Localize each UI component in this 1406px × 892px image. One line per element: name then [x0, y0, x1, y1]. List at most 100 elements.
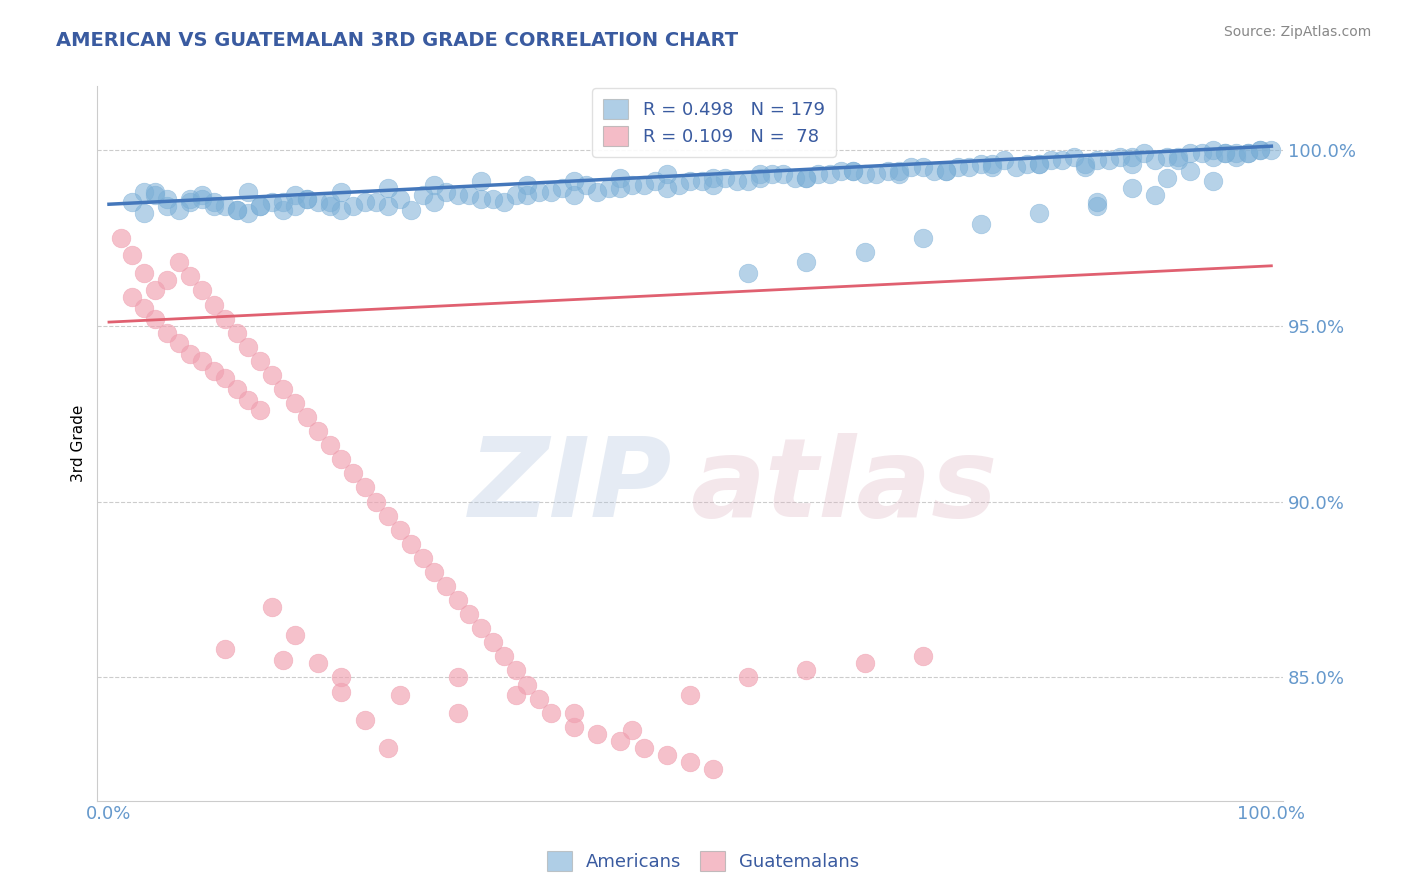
Point [889, 163, 911, 178]
Point [156, 199, 179, 213]
Point [527, 185, 550, 199]
Point [562, 174, 585, 188]
Point [1213, 146, 1236, 161]
Point [145, 311, 167, 326]
Point [249, 199, 271, 213]
Point [796, 664, 818, 678]
Point [1144, 188, 1167, 202]
Point [377, 181, 399, 195]
Point [993, 153, 1015, 168]
Point [1225, 150, 1247, 164]
Point [295, 192, 318, 206]
Text: atlas: atlas [690, 433, 997, 540]
Point [481, 192, 503, 206]
Point [470, 192, 492, 206]
Legend: R = 0.498   N = 179, R = 0.109   N =  78: R = 0.498 N = 179, R = 0.109 N = 78 [592, 88, 835, 157]
Point [783, 170, 806, 185]
Point [679, 174, 702, 188]
Point [225, 326, 247, 340]
Point [818, 167, 841, 181]
Point [1202, 150, 1225, 164]
Point [202, 364, 225, 378]
Point [702, 178, 724, 192]
Point [342, 199, 364, 213]
Point [668, 178, 690, 192]
Point [377, 199, 399, 213]
Point [412, 188, 434, 202]
Point [307, 657, 329, 671]
Point [353, 195, 375, 210]
Point [494, 195, 516, 210]
Point [621, 723, 644, 738]
Point [562, 188, 585, 202]
Point [714, 170, 737, 185]
Point [853, 244, 876, 259]
Point [1191, 146, 1213, 161]
Point [609, 733, 631, 747]
Point [598, 181, 620, 195]
Point [737, 266, 759, 280]
Point [284, 199, 307, 213]
Point [1109, 150, 1132, 164]
Point [167, 336, 190, 351]
Point [260, 600, 283, 615]
Point [202, 297, 225, 311]
Point [842, 163, 865, 178]
Point [225, 382, 247, 396]
Point [725, 174, 748, 188]
Point [540, 706, 562, 720]
Text: Source: ZipAtlas.com: Source: ZipAtlas.com [1223, 25, 1371, 39]
Point [179, 195, 201, 210]
Point [1132, 146, 1154, 161]
Point [330, 202, 353, 217]
Point [562, 720, 585, 734]
Point [191, 284, 214, 298]
Point [353, 480, 375, 494]
Point [167, 255, 190, 269]
Point [330, 185, 353, 199]
Point [957, 161, 980, 175]
Point [1237, 146, 1260, 161]
Point [1237, 146, 1260, 161]
Point [737, 670, 759, 684]
Point [1063, 150, 1085, 164]
Text: ZIP: ZIP [468, 433, 672, 540]
Point [655, 167, 678, 181]
Point [633, 178, 655, 192]
Point [121, 290, 143, 304]
Point [412, 550, 434, 565]
Point [1028, 206, 1050, 220]
Point [434, 185, 457, 199]
Point [1167, 150, 1189, 164]
Point [121, 248, 143, 262]
Point [633, 740, 655, 755]
Point [284, 188, 307, 202]
Point [330, 452, 353, 467]
Point [273, 382, 295, 396]
Point [238, 206, 260, 220]
Point [516, 188, 538, 202]
Point [284, 396, 307, 410]
Point [865, 167, 887, 181]
Point [447, 188, 470, 202]
Point [225, 202, 247, 217]
Point [655, 181, 678, 195]
Point [761, 167, 783, 181]
Point [505, 188, 527, 202]
Point [423, 195, 446, 210]
Point [458, 188, 481, 202]
Point [970, 217, 993, 231]
Point [586, 185, 609, 199]
Point [1121, 150, 1143, 164]
Point [447, 706, 470, 720]
Point [470, 174, 492, 188]
Point [1121, 157, 1143, 171]
Point [889, 167, 911, 181]
Point [1249, 143, 1271, 157]
Point [156, 192, 179, 206]
Point [748, 170, 770, 185]
Point [470, 621, 492, 635]
Point [679, 688, 702, 702]
Point [702, 170, 724, 185]
Point [1074, 157, 1097, 171]
